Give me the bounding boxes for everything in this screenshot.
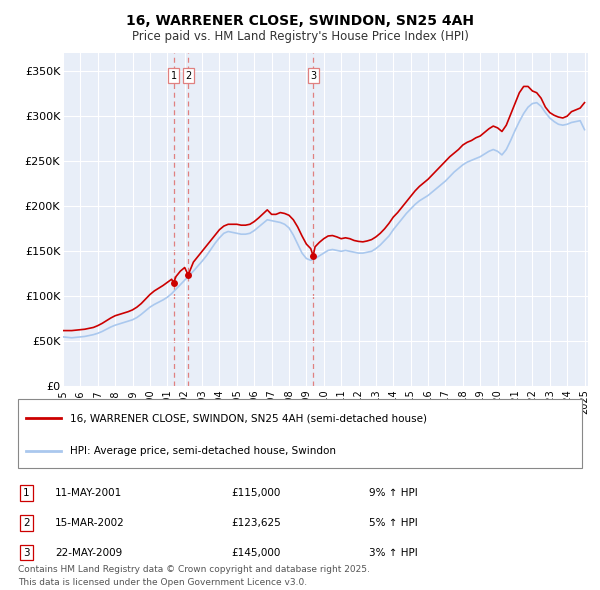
Text: 2: 2: [185, 71, 191, 81]
Text: 3: 3: [310, 71, 316, 81]
Text: 3: 3: [23, 548, 30, 558]
Text: Price paid vs. HM Land Registry's House Price Index (HPI): Price paid vs. HM Land Registry's House …: [131, 30, 469, 43]
Text: Contains HM Land Registry data © Crown copyright and database right 2025.: Contains HM Land Registry data © Crown c…: [18, 565, 370, 573]
Text: 2: 2: [23, 518, 30, 528]
Text: 5% ↑ HPI: 5% ↑ HPI: [369, 518, 418, 528]
Text: 15-MAR-2002: 15-MAR-2002: [55, 518, 125, 528]
Text: 16, WARRENER CLOSE, SWINDON, SN25 4AH: 16, WARRENER CLOSE, SWINDON, SN25 4AH: [126, 14, 474, 28]
Text: £115,000: £115,000: [231, 488, 280, 498]
Text: 9% ↑ HPI: 9% ↑ HPI: [369, 488, 418, 498]
Text: 16, WARRENER CLOSE, SWINDON, SN25 4AH (semi-detached house): 16, WARRENER CLOSE, SWINDON, SN25 4AH (s…: [70, 414, 427, 423]
Text: 3% ↑ HPI: 3% ↑ HPI: [369, 548, 418, 558]
Text: £123,625: £123,625: [231, 518, 281, 528]
Text: 11-MAY-2001: 11-MAY-2001: [55, 488, 122, 498]
Text: £145,000: £145,000: [231, 548, 280, 558]
Text: 1: 1: [170, 71, 176, 81]
Text: This data is licensed under the Open Government Licence v3.0.: This data is licensed under the Open Gov…: [18, 578, 307, 587]
Text: HPI: Average price, semi-detached house, Swindon: HPI: Average price, semi-detached house,…: [70, 446, 335, 456]
FancyBboxPatch shape: [18, 399, 582, 468]
Text: 1: 1: [23, 488, 30, 498]
Text: 22-MAY-2009: 22-MAY-2009: [55, 548, 122, 558]
